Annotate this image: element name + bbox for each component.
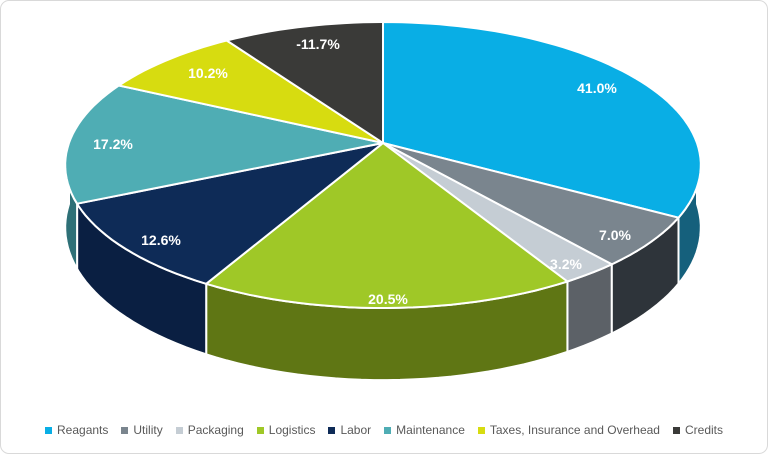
pie-slice-utility[interactable] <box>382 142 680 266</box>
legend-label: Labor <box>340 423 372 437</box>
legend-marker-utility <box>121 426 129 434</box>
legend-label: Utility <box>133 423 163 437</box>
slice-label-taxes-insurance-and-overhead: 10.2% <box>188 65 228 81</box>
legend-marker-logistics <box>256 426 264 434</box>
pie-slice-labor[interactable] <box>76 142 384 285</box>
legend-label: Credits <box>684 423 723 437</box>
legend-item-reagants[interactable]: Reagants <box>45 423 108 437</box>
slice-label-maintenance: 17.2% <box>93 136 133 152</box>
slice-label-packaging: 3.2% <box>550 256 582 272</box>
pie-slice-packaging[interactable] <box>382 142 613 283</box>
slice-label-credits: -11.7% <box>296 36 340 52</box>
legend-item-credits[interactable]: Credits <box>672 423 723 437</box>
legend-item-logistics[interactable]: Logistics <box>256 423 316 437</box>
legend-marker-credits <box>672 426 680 434</box>
slice-label-utility: 7.0% <box>599 227 631 243</box>
pie-slice-maintenance[interactable] <box>64 84 384 205</box>
pie-slice-credits[interactable] <box>225 21 384 144</box>
legend-item-packaging[interactable]: Packaging <box>175 423 244 437</box>
legend-label: Packaging <box>187 423 244 437</box>
legend-marker-maintenance <box>384 426 392 434</box>
legend: Reagants Utility Packaging Logistics Labor Ma… <box>1 423 767 437</box>
pie-slice-logistics[interactable] <box>205 142 569 309</box>
legend-marker-reagants <box>45 426 52 434</box>
pie-slice-taxes-insurance-and-overhead[interactable] <box>117 39 384 144</box>
legend-marker-packaging <box>175 426 183 434</box>
slice-label-logistics: 20.5% <box>368 291 408 307</box>
legend-item-utility[interactable]: Utility <box>121 423 163 437</box>
slice-label-reagants: 41.0% <box>577 80 617 96</box>
legend-label: Reagants <box>57 423 109 437</box>
legend-item-labor[interactable]: Labor <box>328 423 371 437</box>
legend-marker-taxes-insurance-and-overhead <box>477 426 485 434</box>
slice-label-labor: 12.6% <box>141 232 181 248</box>
legend-item-taxes-insurance-and-overhead[interactable]: Taxes, Insurance and Overhead <box>477 423 660 437</box>
legend-item-maintenance[interactable]: Maintenance <box>384 423 465 437</box>
legend-label: Logistics <box>268 423 316 437</box>
pie-slice-reagants[interactable] <box>382 21 702 219</box>
legend-label: Taxes, Insurance and Overhead <box>489 423 660 437</box>
legend-label: Maintenance <box>396 423 465 437</box>
legend-marker-labor <box>328 426 336 434</box>
